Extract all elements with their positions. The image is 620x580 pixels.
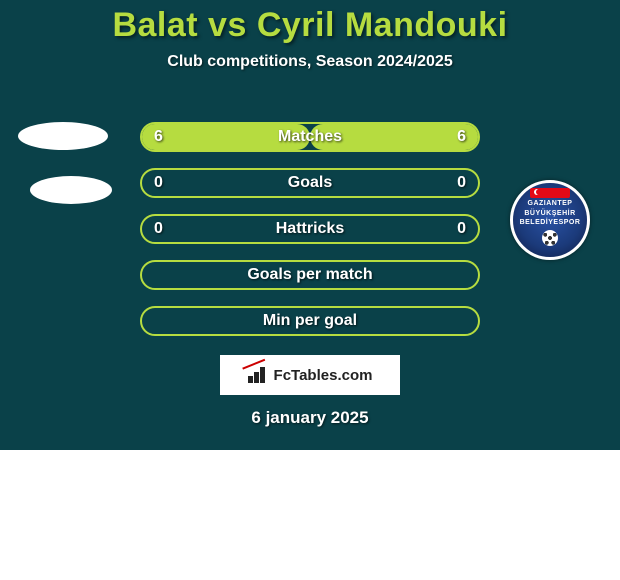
bar-chart-icon [248,367,268,383]
stat-label: Min per goal [142,308,478,334]
comparison-card: Balat vs Cyril Mandouki Club competition… [0,0,620,450]
stat-bar: Min per goal [140,306,480,336]
turkey-flag-icon [530,188,570,198]
stat-bar: 66Matches [140,122,480,152]
badge-text-3: BELEDİYESPOR [520,219,581,227]
badge-text-1: GAZIANTEP [528,200,573,208]
stat-label: Matches [142,124,478,150]
stat-label: Goals per match [142,262,478,288]
stat-label: Goals [142,170,478,196]
fctables-logo: FcTables.com [220,355,400,395]
fctables-logo-text: FcTables.com [274,367,373,384]
page-subtitle: Club competitions, Season 2024/2025 [0,53,620,71]
stat-label: Hattricks [142,216,478,242]
player-left-avatar-1 [18,122,108,150]
stat-bar: 00Goals [140,168,480,198]
stat-bar: 00Hattricks [140,214,480,244]
badge-text-2: BÜYÜKŞEHİR [524,210,575,218]
page-title: Balat vs Cyril Mandouki [0,0,620,45]
football-icon [542,230,558,246]
player-right-club-badge: GAZIANTEP BÜYÜKŞEHİR BELEDİYESPOR [510,180,590,260]
player-left-avatar-2 [30,176,112,204]
stat-bar: Goals per match [140,260,480,290]
stat-bars: 66Matches 00Goals 00Hattricks Goals per mat… [140,122,480,352]
footer-date: 6 january 2025 [0,408,620,428]
